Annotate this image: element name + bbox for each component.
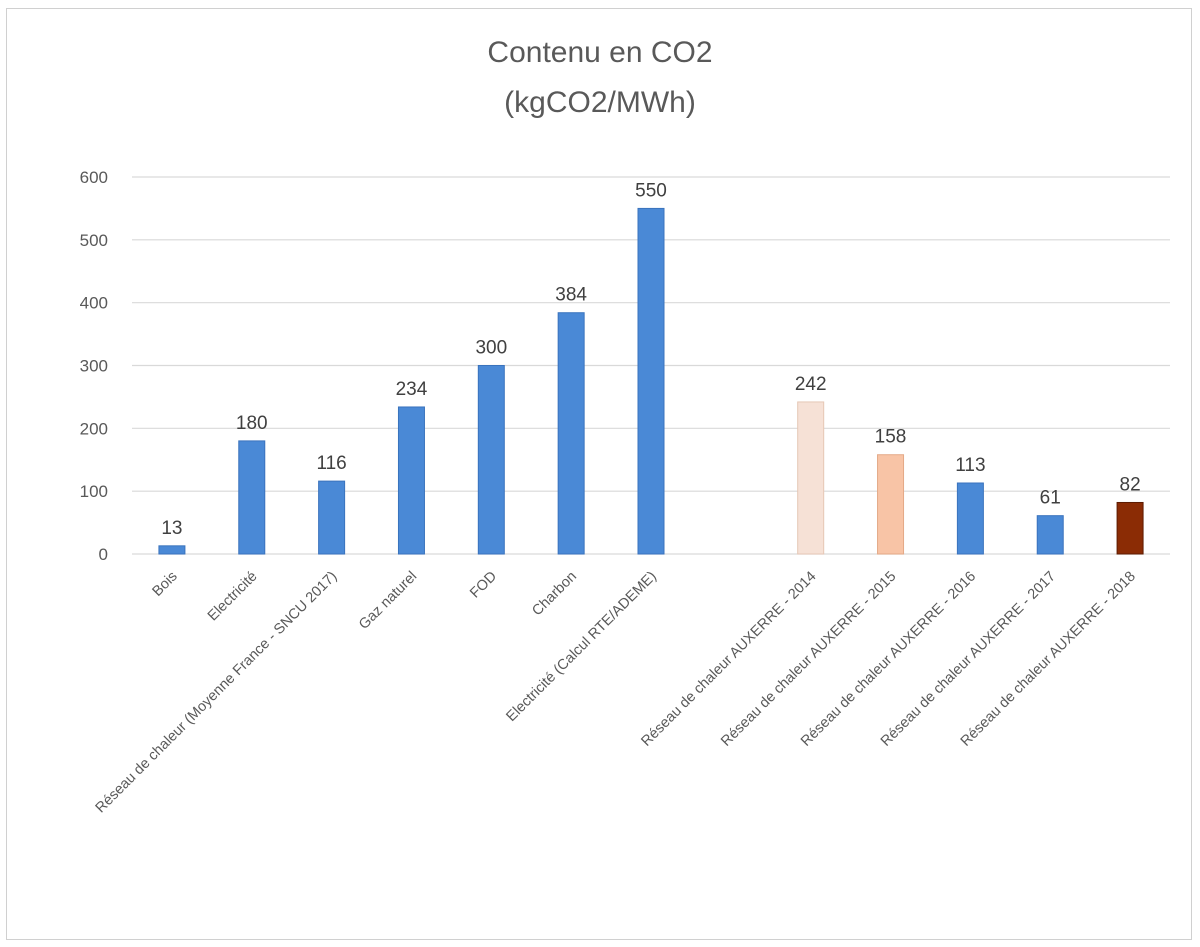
x-tick-label: Electricité xyxy=(205,569,261,625)
y-tick-label: 600 xyxy=(80,168,108,187)
data-label: 180 xyxy=(236,413,268,434)
data-label: 113 xyxy=(955,455,985,476)
bar xyxy=(637,207,665,555)
bar xyxy=(1036,515,1064,555)
data-label: 550 xyxy=(635,180,667,201)
data-label: 116 xyxy=(316,453,346,474)
bar xyxy=(797,401,825,555)
bar xyxy=(956,482,984,555)
x-tick-label: FOD xyxy=(467,569,500,602)
x-tick-label: Gaz naturel xyxy=(356,569,420,633)
y-tick-label: 200 xyxy=(80,419,108,438)
x-tick-label: Charbon xyxy=(529,569,580,620)
data-label: 234 xyxy=(396,379,428,400)
bar xyxy=(158,545,186,555)
data-label: 300 xyxy=(475,338,507,359)
x-tick-label: Réseau de chaleur AUXERRE - 2015 xyxy=(718,569,899,750)
bars xyxy=(158,207,1144,555)
x-tick-label: Réseau de chaleur AUXERRE - 2016 xyxy=(798,569,979,750)
x-tick-label: Réseau de chaleur AUXERRE - 2014 xyxy=(638,569,819,750)
bar xyxy=(318,480,346,555)
x-tick-label: Réseau de chaleur AUXERRE - 2017 xyxy=(878,569,1059,750)
bar xyxy=(477,365,505,555)
chart-title: Contenu en CO2 xyxy=(487,36,713,69)
data-label: 384 xyxy=(555,285,587,306)
y-tick-label: 300 xyxy=(80,357,108,376)
chart-subtitle: (kgCO2/MWh) xyxy=(504,86,696,119)
y-tick-label: 500 xyxy=(80,231,108,250)
y-axis-ticks: 0 100 200 300 400 500 600 xyxy=(80,168,108,564)
data-label: 61 xyxy=(1040,488,1061,509)
chart-frame xyxy=(6,8,1192,940)
y-tick-label: 400 xyxy=(80,294,108,313)
y-tick-label: 100 xyxy=(80,482,108,501)
bar xyxy=(397,406,425,555)
bar xyxy=(877,454,905,555)
x-tick-label: Electricité (Calcul RTE/ADEME) xyxy=(503,569,659,725)
bar xyxy=(238,440,266,555)
bar xyxy=(1116,501,1144,555)
bar xyxy=(557,312,585,555)
y-tick-label: 0 xyxy=(99,545,108,564)
data-label: 82 xyxy=(1120,474,1141,495)
data-label: 242 xyxy=(795,374,827,395)
x-tick-label: Réseau de chaleur AUXERRE - 2018 xyxy=(958,569,1139,750)
data-label: 13 xyxy=(161,518,182,539)
data-labels: 13 180 116 234 300 384 550 242 158 113 61 82 xyxy=(161,180,1140,538)
x-tick-label: Bois xyxy=(149,569,180,600)
data-label: 158 xyxy=(875,427,907,448)
